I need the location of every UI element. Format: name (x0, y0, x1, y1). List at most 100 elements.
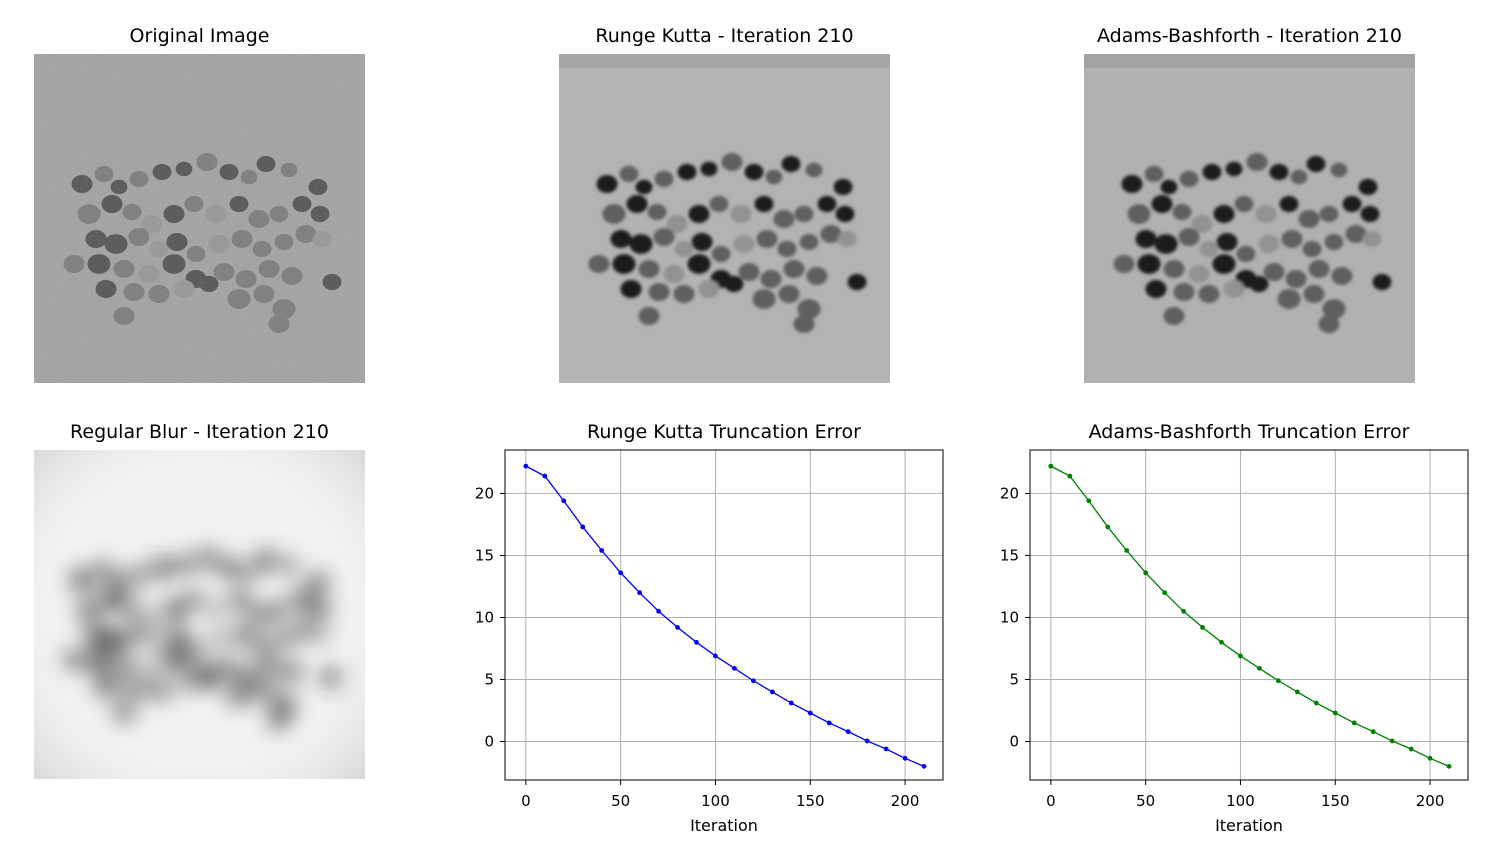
bean-blob (677, 163, 697, 181)
error-point (1370, 729, 1376, 735)
error-point (1446, 763, 1452, 769)
bean-blob (1290, 169, 1308, 185)
runge-kutta-image (559, 54, 890, 383)
bean-blob (1163, 260, 1185, 278)
bean-blob (688, 205, 710, 223)
error-point (788, 700, 794, 706)
bean-blob (1306, 155, 1326, 173)
bean-blob (673, 285, 695, 303)
bean-blob (744, 163, 764, 181)
bean-blob (760, 270, 782, 288)
error-point (826, 720, 832, 726)
bean-blob (837, 230, 857, 248)
bean-blob (806, 267, 828, 285)
bean-blob (1198, 285, 1220, 303)
error-point (694, 639, 699, 645)
error-point (656, 608, 661, 614)
error-point (1143, 570, 1149, 576)
bean-blob (1137, 254, 1161, 274)
bean-blob (602, 204, 626, 224)
bean-blob (1277, 289, 1301, 309)
bean-blob (691, 233, 713, 251)
bean-blob (596, 175, 618, 193)
bean-blob (626, 195, 648, 213)
bean-blob (1145, 280, 1167, 298)
bean-blob (1212, 254, 1236, 274)
bean-blob (1330, 162, 1348, 178)
runge-kutta-image-title: Runge Kutta - Iteration 210 (595, 25, 854, 47)
bean-blob (709, 195, 729, 213)
bean-blob (1302, 240, 1322, 258)
bean-blob (847, 273, 867, 291)
bean-blob (1322, 299, 1346, 319)
error-point (807, 710, 813, 716)
error-point (523, 463, 529, 469)
bean-blob (1319, 205, 1339, 223)
bean-blob (1144, 165, 1164, 183)
bean-blob (1178, 228, 1200, 246)
bean-blob (1372, 273, 1392, 291)
bean-blob (773, 210, 795, 228)
error-point (750, 678, 756, 684)
y-tick-label: 10 (475, 608, 494, 626)
bean-blob (1360, 205, 1380, 223)
error-point (1238, 653, 1243, 659)
bean-blob (687, 254, 711, 274)
bean-blob (1135, 230, 1157, 248)
bean-blob (1113, 255, 1135, 273)
bean-blob (647, 203, 667, 221)
bean-blob (1172, 203, 1192, 221)
bean-blob (1173, 283, 1195, 301)
x-tick-label: 0 (521, 792, 531, 810)
error-point (580, 524, 586, 530)
bean-blob (1127, 204, 1151, 224)
error-point (1086, 498, 1092, 504)
x-tick-label: 150 (1321, 792, 1350, 810)
bean-blob (638, 260, 660, 278)
error-point (1389, 738, 1395, 744)
bean-blob (733, 235, 755, 253)
bean-blob (666, 215, 688, 233)
bean-blob (805, 162, 823, 178)
error-point (561, 498, 567, 504)
bean-blob (765, 169, 783, 185)
bean-blob (698, 280, 720, 298)
x-tick-label: 0 (1046, 792, 1056, 810)
x-tick-label: 100 (1226, 792, 1255, 810)
bean-blob (1318, 315, 1340, 333)
bean-blob (653, 228, 675, 246)
bean-blob (1362, 230, 1382, 248)
bean-blob (781, 155, 801, 173)
error-point (1048, 463, 1054, 469)
y-tick-label: 5 (484, 671, 494, 689)
bean-blob (619, 165, 639, 183)
bean-blob (1199, 240, 1219, 258)
bean-blob (1191, 215, 1213, 233)
bean-blob (752, 289, 776, 309)
adams-bashforth-image (1084, 54, 1415, 383)
y-tick-label: 0 (1009, 733, 1019, 751)
error-point (542, 473, 548, 479)
bean-blob (1223, 280, 1245, 298)
bean-blob (638, 307, 660, 325)
bean-blob (648, 283, 670, 301)
bean-blob (783, 260, 805, 278)
error-point (1219, 639, 1224, 645)
bean-blob (1234, 195, 1254, 213)
bean-blob (1298, 210, 1320, 228)
error-point (1067, 473, 1073, 479)
bean-blob (1345, 225, 1367, 243)
error-point (1181, 608, 1186, 614)
bean-blob (1216, 233, 1238, 251)
error-point (1294, 689, 1300, 695)
y-tick-label: 20 (1000, 484, 1019, 502)
bean-blob (721, 153, 743, 171)
bean-blob (674, 240, 694, 258)
bean-blob (1246, 153, 1268, 171)
bean-blob (833, 178, 853, 196)
error-point (921, 763, 927, 769)
error-point (599, 548, 605, 553)
rk-chart-title: Runge Kutta Truncation Error (587, 421, 861, 443)
error-point (637, 590, 643, 596)
